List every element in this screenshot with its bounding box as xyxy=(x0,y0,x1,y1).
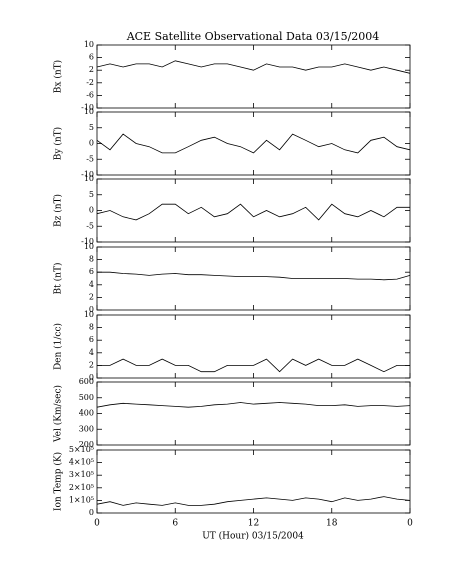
y-tick-label: 6 xyxy=(89,267,94,276)
y-axis-label: Bx (nT) xyxy=(53,60,64,93)
y-tick-label: 500 xyxy=(79,393,94,402)
x-tick-label: 6 xyxy=(172,519,178,529)
y-tick-label: 2 xyxy=(89,292,94,301)
panel-frame xyxy=(96,111,411,176)
y-axis-label: Bz (nT) xyxy=(53,194,64,227)
y-tick-label: 600 xyxy=(79,377,94,386)
y-tick-label: 6 xyxy=(89,53,94,62)
y-tick-label: 10 xyxy=(84,174,94,183)
data-line xyxy=(97,358,410,373)
y-axis-label: Den (1/cc) xyxy=(53,323,64,370)
y-tick-label: -10 xyxy=(81,237,94,246)
data-line xyxy=(96,203,410,221)
y-tick-label: 8 xyxy=(89,255,94,264)
y-tick-label: 0 xyxy=(89,206,94,215)
data-line xyxy=(96,133,411,154)
y-tick-label: 10 xyxy=(84,107,94,116)
data-line xyxy=(96,60,411,74)
y-axis-label: Bt (nT) xyxy=(53,263,64,295)
y-tick-label: 6 xyxy=(89,335,94,344)
y-tick-label: 8 xyxy=(89,323,94,332)
y-axis-label: Vel (Km/sec) xyxy=(53,385,64,443)
y-tick-label: 2 xyxy=(89,65,94,74)
y-tick-label: 0 xyxy=(89,373,94,382)
x-tick-label: 0 xyxy=(407,519,413,529)
y-tick-label: 4×10⁵ xyxy=(69,458,94,467)
chart-title: ACE Satellite Observational Data 03/15/2… xyxy=(126,30,380,43)
y-tick-label: 4 xyxy=(89,280,94,289)
x-tick-label: 12 xyxy=(248,519,259,529)
y-tick-label: 300 xyxy=(79,424,94,433)
y-tick-label: 0 xyxy=(89,139,94,148)
y-tick-label: 5 xyxy=(89,123,94,132)
x-tick-label: 18 xyxy=(326,519,338,529)
panel-frame xyxy=(96,246,411,311)
y-tick-label: 0 xyxy=(89,508,94,517)
data-line xyxy=(97,271,411,281)
y-axis-label: Ion Temp (K) xyxy=(53,452,64,511)
y-tick-label: 10 xyxy=(84,242,94,251)
y-tick-label: 10 xyxy=(84,40,94,49)
y-tick-label: 5×10⁵ xyxy=(69,445,94,454)
x-tick-label: 0 xyxy=(94,519,100,529)
y-tick-label: -5 xyxy=(86,154,94,163)
y-tick-label: 4 xyxy=(89,348,94,357)
panel-frame xyxy=(96,314,411,379)
y-tick-label: -10 xyxy=(81,170,94,179)
y-tick-label: -6 xyxy=(86,90,94,99)
y-tick-label: -10 xyxy=(81,103,94,112)
data-line xyxy=(96,402,411,408)
y-tick-label: 200 xyxy=(79,440,94,449)
x-axis-label: UT (Hour) 03/15/2004 xyxy=(202,531,304,542)
panel-frame xyxy=(96,44,411,109)
y-axis-label: By (nT) xyxy=(53,127,64,160)
y-tick-label: 2×10⁵ xyxy=(69,483,94,492)
y-tick-label: 0 xyxy=(89,305,94,314)
y-tick-label: 1×10⁵ xyxy=(69,495,94,504)
y-tick-label: -2 xyxy=(86,78,94,87)
data-line xyxy=(96,496,411,506)
y-tick-label: 10 xyxy=(84,310,94,319)
y-tick-label: -5 xyxy=(86,221,94,230)
y-tick-label: 5 xyxy=(89,190,94,199)
panel-frame xyxy=(96,178,411,243)
panel-frame xyxy=(96,381,411,446)
y-tick-label: 400 xyxy=(79,409,94,418)
y-tick-label: 2 xyxy=(89,360,94,369)
y-tick-label: 3×10⁵ xyxy=(69,470,94,479)
